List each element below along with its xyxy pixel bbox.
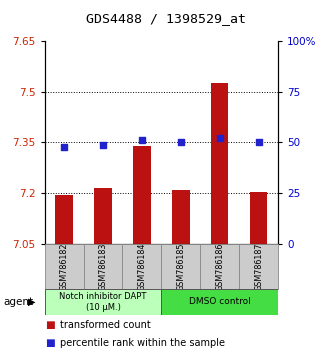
Point — [62, 144, 67, 149]
Text: GSM786183: GSM786183 — [99, 242, 108, 291]
Text: Notch inhibitor DAPT
(10 μM.): Notch inhibitor DAPT (10 μM.) — [59, 292, 147, 312]
Bar — [172, 190, 190, 244]
Bar — [239, 244, 278, 289]
Point — [256, 140, 261, 145]
Bar — [45, 244, 83, 289]
Bar — [161, 289, 278, 315]
Text: ▶: ▶ — [27, 297, 35, 307]
Text: GSM786186: GSM786186 — [215, 242, 224, 291]
Text: percentile rank within the sample: percentile rank within the sample — [60, 338, 224, 348]
Text: transformed count: transformed count — [60, 320, 150, 330]
Text: GSM786184: GSM786184 — [137, 242, 146, 291]
Point — [217, 136, 222, 141]
Text: GSM786182: GSM786182 — [60, 242, 69, 291]
Text: agent: agent — [3, 297, 33, 307]
Point — [178, 140, 183, 145]
Text: ■: ■ — [45, 320, 54, 330]
Text: GSM786185: GSM786185 — [176, 242, 185, 291]
Text: GSM786187: GSM786187 — [254, 242, 263, 291]
Bar — [45, 289, 161, 315]
Bar — [133, 146, 151, 244]
Text: ■: ■ — [45, 338, 54, 348]
Point — [100, 142, 106, 147]
Bar — [122, 244, 161, 289]
Bar — [55, 195, 73, 244]
Bar — [94, 188, 112, 244]
Bar — [200, 244, 239, 289]
Text: GDS4488 / 1398529_at: GDS4488 / 1398529_at — [85, 12, 246, 25]
Bar — [250, 192, 267, 244]
Point — [139, 138, 145, 143]
Text: DMSO control: DMSO control — [189, 297, 251, 306]
Bar — [161, 244, 200, 289]
Bar — [83, 244, 122, 289]
Bar — [211, 83, 228, 244]
